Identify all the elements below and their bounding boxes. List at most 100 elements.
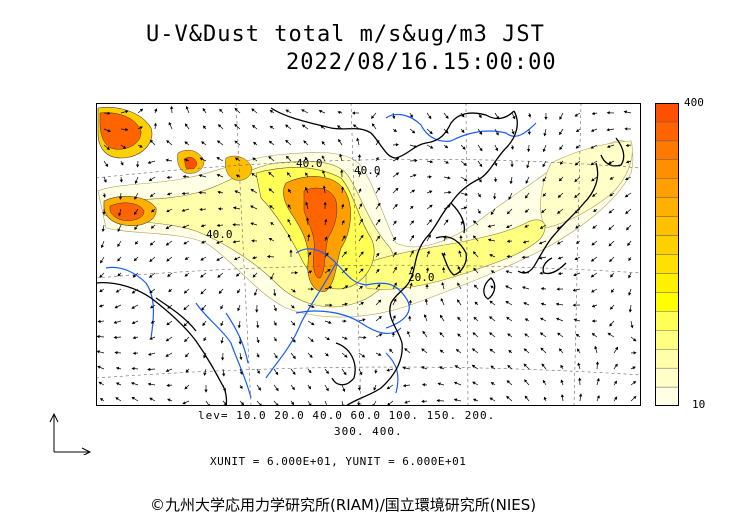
wind-arrowhead: [614, 396, 618, 400]
wind-arrowhead: [623, 110, 627, 114]
wind-arrowhead: [506, 395, 510, 400]
dust-hotspot-mid2: [225, 155, 253, 181]
wind-arrowhead: [489, 397, 493, 401]
wind-arrowhead: [232, 223, 236, 227]
wind-arrowhead: [377, 283, 381, 288]
wind-arrowhead: [252, 256, 256, 260]
wind-arrow: [324, 400, 328, 406]
wind-arrowhead: [573, 273, 577, 277]
wind-arrowhead: [577, 348, 580, 352]
wind-arrowhead: [344, 336, 348, 340]
wind-arrowhead: [427, 234, 431, 238]
wind-arrowhead: [591, 289, 595, 293]
wind-arrowhead: [134, 196, 138, 200]
wind-arrowhead: [250, 205, 254, 209]
wind-arrowhead: [411, 189, 416, 193]
wind-arrowhead: [407, 330, 411, 335]
wind-arrowhead: [404, 348, 408, 352]
wind-arrowhead: [285, 109, 289, 113]
wind-arrowhead: [100, 260, 104, 264]
wind-arrowhead: [98, 381, 102, 385]
wind-arrowhead: [219, 108, 223, 112]
wind-arrowhead: [125, 110, 129, 114]
wind-arrowhead: [493, 196, 497, 200]
wind-arrowhead: [304, 156, 308, 161]
wind-arrowhead: [439, 366, 443, 370]
wind-arrowhead: [285, 124, 289, 128]
wind-arrowhead: [509, 180, 513, 185]
wind-arrowhead: [572, 288, 576, 292]
wind-arrowhead: [393, 282, 397, 286]
wind-arrowhead: [292, 322, 296, 326]
wind-arrowhead: [200, 274, 204, 278]
wind-arrowhead: [376, 171, 380, 176]
wind-arrowhead: [294, 271, 299, 275]
wind-arrowhead: [113, 320, 117, 324]
wind-arrowhead: [424, 298, 429, 302]
wind-arrowhead: [430, 145, 434, 149]
wind-arrowhead: [132, 274, 136, 278]
wind-arrowhead: [184, 386, 188, 390]
wind-arrowhead: [322, 185, 326, 189]
wind-arrowhead: [610, 274, 614, 278]
wind-arrowhead: [100, 244, 105, 249]
wind-arrowhead: [305, 201, 309, 206]
wind-arrowhead: [402, 383, 407, 388]
wind-arrowhead: [472, 220, 477, 224]
wind-arrowhead: [287, 218, 291, 223]
wind-arrowhead: [573, 318, 577, 322]
wind-arrowhead: [628, 274, 632, 279]
wind-arrowhead: [590, 145, 594, 149]
wind-arrowhead: [557, 210, 561, 214]
wind-arrowhead: [318, 109, 323, 113]
wind-arrowhead: [341, 220, 345, 224]
wind-arrowhead: [422, 330, 426, 335]
wind-arrowhead: [505, 270, 509, 274]
wind-arrowhead: [344, 268, 348, 272]
wind-arrowhead: [251, 173, 255, 177]
wind-arrowhead: [198, 191, 202, 195]
wind-arrowhead: [411, 235, 415, 239]
wind-arrowhead: [239, 371, 243, 375]
wind-arrowhead: [447, 176, 451, 180]
wind-arrowhead: [154, 108, 158, 112]
wind-arrowhead: [216, 140, 221, 144]
wind-arrowhead: [575, 333, 580, 337]
wind-arrowhead: [339, 153, 343, 157]
contour-label-3: 40.0: [354, 164, 381, 177]
wind-arrowhead: [139, 144, 143, 148]
wind-arrowhead: [268, 140, 273, 144]
wind-arrowhead: [250, 189, 254, 192]
wind-arrowhead: [344, 285, 349, 289]
wind-arrowhead: [479, 163, 483, 168]
wind-arrowhead: [575, 145, 580, 149]
wind-arrowhead: [577, 362, 581, 366]
wind-arrowhead: [147, 382, 151, 386]
wind-arrowhead: [149, 397, 153, 401]
wind-arrowhead: [223, 402, 227, 406]
legend-swatch: [655, 386, 679, 406]
wind-arrowhead: [328, 286, 333, 290]
wind-arrowhead: [362, 318, 366, 322]
wind-arrowhead: [268, 238, 273, 241]
wind-arrowhead: [524, 379, 528, 383]
wind-arrowhead: [471, 348, 476, 352]
wind-arrowhead: [235, 273, 240, 277]
wind-arrowhead: [614, 380, 618, 385]
wind-arrowhead: [308, 270, 313, 274]
wind-arrowhead: [458, 250, 462, 254]
wind-arrowhead: [257, 387, 262, 391]
wind-arrowhead: [326, 337, 330, 341]
wind-arrowhead: [202, 125, 207, 129]
wind-arrowhead: [540, 347, 544, 351]
wind-arrowhead: [183, 323, 187, 327]
wind-arrowhead: [508, 349, 512, 354]
wind-arrowhead: [125, 127, 129, 132]
wind-arrowhead: [149, 258, 153, 262]
wind-arrowhead: [340, 186, 345, 190]
wind-arrowhead: [220, 322, 224, 327]
wind-arrowhead: [151, 209, 155, 213]
wind-arrowhead: [445, 160, 449, 164]
wind-arrowhead: [558, 178, 563, 182]
wind-arrowhead: [166, 322, 170, 326]
